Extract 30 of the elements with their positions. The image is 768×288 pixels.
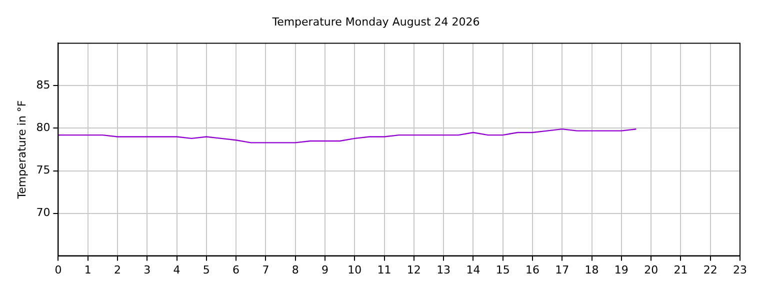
x-tick-label: 7 — [262, 263, 270, 276]
x-tick-label: 2 — [114, 263, 121, 276]
x-tick-label: 18 — [584, 263, 599, 276]
x-tick-label: 0 — [54, 263, 62, 276]
y-tick-label: 80 — [36, 121, 50, 134]
y-tick-label: 75 — [36, 164, 50, 177]
x-tick-label: 9 — [321, 263, 328, 276]
x-tick-label: 8 — [292, 263, 299, 276]
x-tick-label: 5 — [202, 263, 210, 276]
x-tick-label: 6 — [232, 263, 240, 276]
chart-title: Temperature Monday August 24 2026 — [271, 15, 480, 28]
x-tick-label: 3 — [144, 263, 151, 276]
x-tick-label: 22 — [703, 263, 718, 276]
x-tick-label: 10 — [348, 263, 362, 276]
x-tick-label: 21 — [674, 263, 688, 276]
x-tick-label: 15 — [496, 263, 510, 276]
x-tick-label: 4 — [173, 263, 180, 276]
x-tick-label: 11 — [377, 263, 392, 276]
x-tick-label: 13 — [436, 263, 451, 276]
y-tick-label: 70 — [36, 206, 50, 220]
x-tick-label: 23 — [733, 263, 747, 276]
x-tick-label: 1 — [84, 263, 92, 276]
x-tick-label: 16 — [525, 263, 540, 276]
y-tick-label: 85 — [36, 78, 50, 92]
x-tick-label: 17 — [555, 263, 570, 276]
x-tick-label: 20 — [644, 263, 658, 276]
y-axis-title: Temperature in °F — [15, 100, 28, 200]
x-tick-label: 19 — [614, 263, 628, 276]
x-tick-label: 12 — [406, 263, 421, 276]
x-tick-label: 14 — [466, 263, 480, 276]
